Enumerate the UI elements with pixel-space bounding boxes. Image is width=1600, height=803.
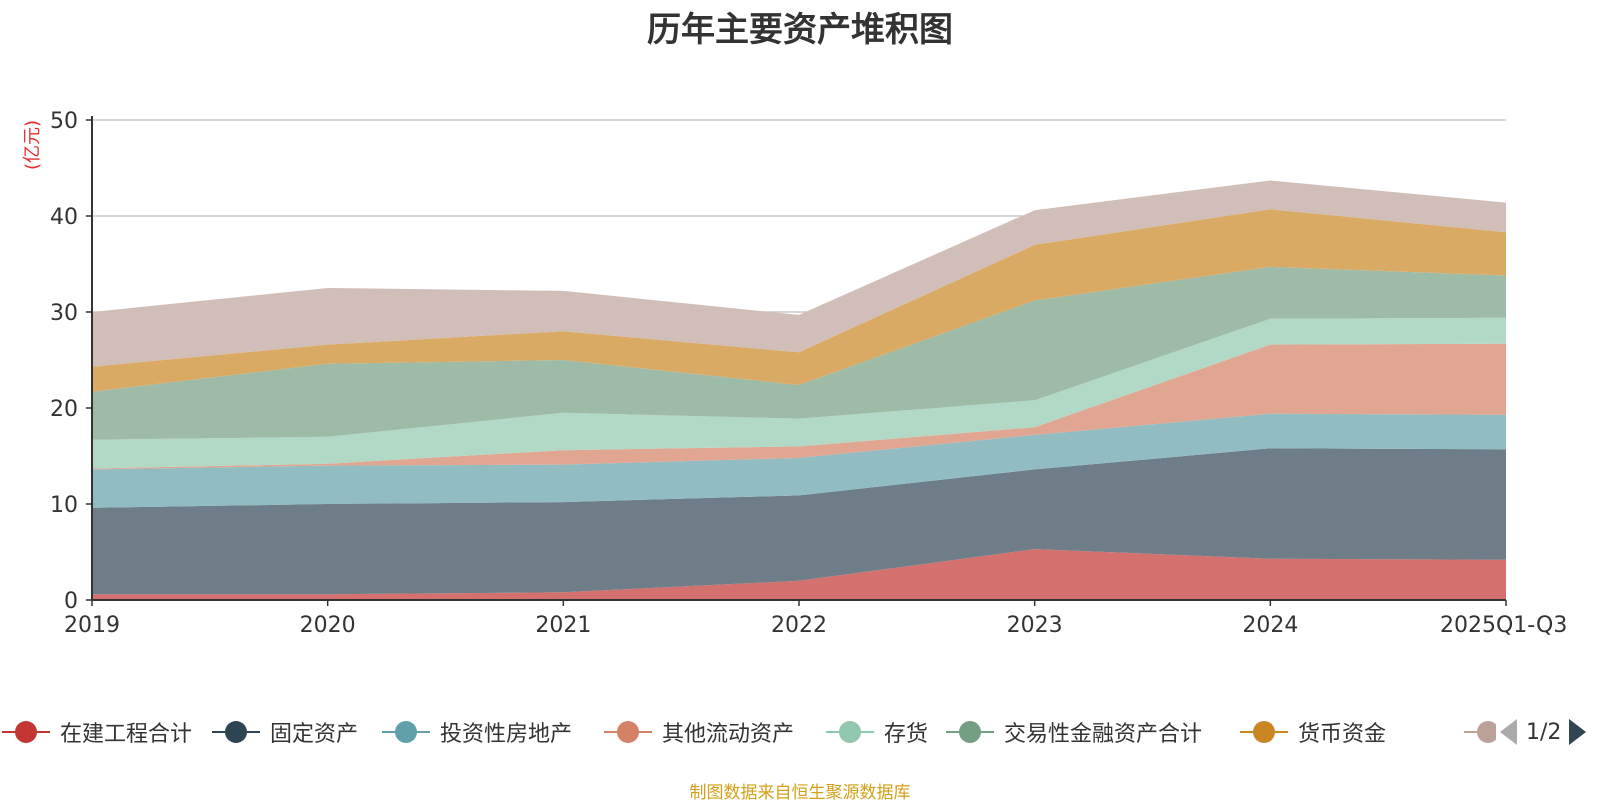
- legend-item[interactable]: 固定资产: [210, 712, 358, 752]
- legend-marker-icon: [2, 721, 50, 743]
- legend-marker-icon: [382, 721, 430, 743]
- y-tick-label: 50: [50, 109, 78, 134]
- legend-item[interactable]: [1462, 712, 1496, 752]
- x-tick-label: 2021: [535, 613, 591, 638]
- legend-marker-icon: [1464, 721, 1496, 743]
- y-tick-label: 0: [64, 589, 78, 614]
- legend-marker-icon: [1240, 721, 1288, 743]
- axes: 0 10 20 30 40 50 2019 2020 2021 2022 2023 2024 2025Q…: [50, 109, 1567, 638]
- series-area[interactable]: [92, 413, 1506, 508]
- series-area[interactable]: [92, 317, 1506, 469]
- series-area[interactable]: [92, 180, 1506, 367]
- page-indicator: 1/2: [1526, 719, 1562, 745]
- y-tick-label: 40: [50, 205, 78, 230]
- series-area[interactable]: [92, 266, 1506, 440]
- legend-item[interactable]: 货币资金: [1238, 712, 1386, 752]
- legend-item[interactable]: 其他流动资产: [602, 712, 794, 752]
- legend-label: 货币资金: [1298, 722, 1387, 747]
- series-area[interactable]: [92, 448, 1506, 595]
- next-page-icon[interactable]: [1569, 719, 1587, 745]
- legend-item[interactable]: 交易性金融资产合计: [944, 712, 1202, 752]
- legend-pager: 1/2: [1500, 712, 1587, 752]
- x-tick-label: 2024: [1242, 613, 1298, 638]
- series-area[interactable]: [92, 209, 1506, 392]
- y-tick-label: 30: [50, 301, 78, 326]
- chart-area: 0 10 20 30 40 50 2019 2020 2021 2022 2023 2024 2025Q…: [22, 109, 1567, 638]
- legend: 在建工程合计 固定资产 投资性房地产 其他流动资产 存货 交易性金融资产合计 货币资金: [0, 712, 1600, 752]
- prev-page-icon[interactable]: [1500, 719, 1518, 745]
- legend-label: 固定资产: [270, 722, 359, 747]
- y-tick-label: 20: [50, 397, 78, 422]
- y-axis-unit-label: (亿元): [22, 120, 43, 170]
- legend-marker-icon: [212, 721, 260, 743]
- legend-label: 交易性金融资产合计: [1004, 722, 1203, 747]
- y-tick-label: 10: [50, 493, 78, 518]
- x-tick-label: 2025Q1-Q3: [1440, 613, 1567, 638]
- chart-title: 历年主要资产堆积图: [647, 10, 953, 50]
- x-tick-label: 2022: [771, 613, 827, 638]
- legend-item[interactable]: 存货: [824, 712, 928, 752]
- series-area[interactable]: [92, 549, 1506, 600]
- stacked-areas: [92, 180, 1506, 600]
- legend-marker-icon: [946, 721, 994, 743]
- legend-item[interactable]: 在建工程合计: [0, 712, 192, 752]
- source-note: 制图数据来自恒生聚源数据库: [689, 783, 911, 803]
- legend-label: 其他流动资产: [662, 722, 795, 747]
- legend-label: 投资性房地产: [440, 722, 573, 747]
- series-area[interactable]: [92, 343, 1506, 470]
- x-tick-label: 2023: [1007, 613, 1063, 638]
- legend-item[interactable]: 投资性房地产: [380, 712, 572, 752]
- legend-label: 存货: [884, 722, 929, 747]
- legend-label: 在建工程合计: [60, 722, 193, 747]
- legend-marker-icon: [604, 721, 652, 743]
- x-tick-label: 2020: [300, 613, 356, 638]
- legend-marker-icon: [826, 721, 874, 743]
- x-tick-label: 2019: [64, 613, 120, 638]
